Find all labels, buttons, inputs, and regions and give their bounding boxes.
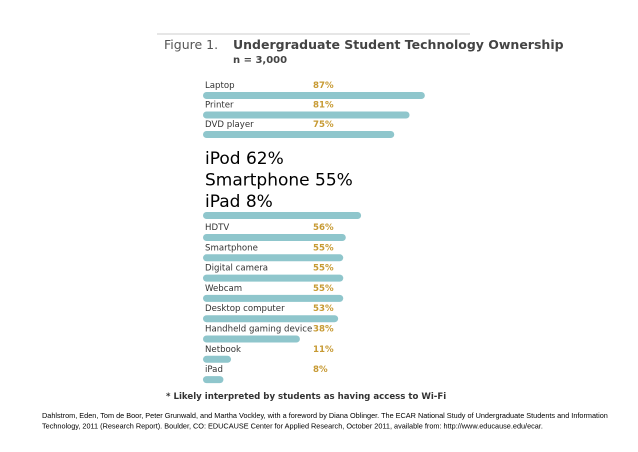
value-label-smartphone: 55% (313, 243, 334, 253)
citation: Dahlstrom, Eden, Tom de Boor, Peter Grun… (42, 411, 608, 431)
bar-laptop (203, 92, 425, 99)
overlay-text-block: iPod 62%Smartphone 55%iPad 8% (203, 149, 362, 219)
bottom-bar-group: HDTV 56% Smartphone 55% Digital camera 55% Web… (203, 223, 346, 384)
bar-hidden-0 (203, 212, 362, 219)
chart-title: Undergraduate Student Technology Ownersh… (233, 37, 564, 52)
top-bar-group: Laptop 87% Printer 81% DVD player 75% (203, 81, 425, 138)
citation-line-0: Dahlstrom, Eden, Tom de Boor, Peter Grun… (42, 411, 608, 420)
value-label-digital-camera: 55% (313, 264, 334, 274)
bar-printer (203, 111, 410, 119)
bar-handheld-gaming-device (203, 335, 300, 343)
category-label-handheld-gaming-device: Handheld gaming device (205, 325, 312, 335)
footnote: * Likely interpreted by students as havi… (166, 392, 446, 402)
category-label-dvd-player: DVD player (205, 120, 254, 130)
bar-digital-camera (203, 274, 344, 282)
citation-line-1: Technology, 2011 (Research Report). Boul… (42, 422, 543, 431)
bar-webcam (203, 294, 344, 302)
category-label-smartphone: Smartphone (205, 243, 258, 253)
bar-dvd-player (203, 131, 395, 138)
category-label-laptop: Laptop (205, 81, 235, 91)
value-label-laptop: 87% (313, 81, 334, 91)
value-label-handheld-gaming-device: 38% (313, 325, 334, 335)
bar-hdtv (203, 234, 346, 241)
bar-ipad (203, 376, 224, 384)
chart-subtitle: n = 3,000 (233, 55, 287, 66)
category-label-hdtv: HDTV (205, 223, 229, 233)
bar-netbook (203, 355, 232, 363)
figure-number: Figure 1. (164, 37, 218, 52)
category-label-printer: Printer (205, 101, 234, 111)
value-label-printer: 81% (313, 101, 334, 111)
category-label-digital-camera: Digital camera (205, 264, 268, 274)
bar-smartphone (203, 254, 344, 262)
category-label-desktop-computer: Desktop computer (205, 304, 285, 314)
overlay-line-1: Smartphone 55% (205, 171, 353, 191)
value-label-desktop-computer: 53% (313, 304, 334, 314)
overlay-line-0: iPod 62% (205, 149, 284, 169)
value-label-dvd-player: 75% (313, 120, 334, 130)
overlay-line-2: iPad 8% (205, 192, 273, 212)
value-label-hdtv: 56% (313, 223, 334, 233)
bar-desktop-computer (203, 315, 339, 323)
category-label-netbook: Netbook (205, 345, 241, 355)
value-label-ipad: 8% (313, 365, 328, 375)
value-label-netbook: 11% (313, 345, 334, 355)
category-label-ipad: iPad (205, 365, 223, 375)
value-label-webcam: 55% (313, 284, 334, 294)
category-label-webcam: Webcam (205, 284, 242, 294)
